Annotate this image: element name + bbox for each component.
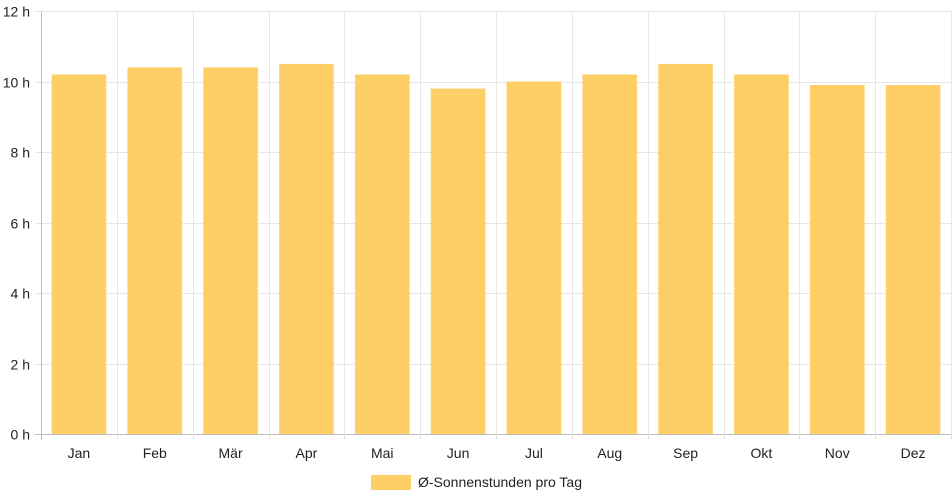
axes: 0 h 2 h 4 h 6 h 8 h 10 h 12 h Jan Feb Mär Apr Mai Ju… [3,4,926,462]
y-tick-label: 0 h [11,427,30,443]
x-tick-label: Dez [901,445,926,461]
bar-mär[interactable] [203,67,258,435]
bar-apr[interactable] [279,63,334,434]
bar-jul[interactable] [506,81,562,435]
y-tick-label: 4 h [11,286,30,302]
legend-swatch[interactable] [371,475,411,490]
bar-jan[interactable] [51,74,107,434]
bar-feb[interactable] [127,67,183,435]
bar-okt[interactable] [734,74,789,434]
x-tick-label: Aug [597,445,622,461]
x-tick-label: Feb [143,445,167,461]
y-tick-label: 8 h [11,145,30,161]
x-tick-label: Nov [825,445,850,461]
grid-lines [35,11,952,440]
y-tick-label: 2 h [11,357,30,373]
x-tick-label: Jan [68,445,91,461]
bar-nov[interactable] [809,85,865,435]
bar-jun[interactable] [430,88,486,435]
x-tick-label: Okt [751,445,773,461]
x-tick-label: Mai [371,445,394,461]
legend[interactable]: Ø-Sonnenstunden pro Tag [371,474,582,490]
x-tick-label: Jul [525,445,543,461]
bars [51,63,941,435]
y-tick-label: 12 h [3,4,30,20]
legend-label[interactable]: Ø-Sonnenstunden pro Tag [418,474,582,490]
bar-dez[interactable] [885,85,941,435]
bar-mai[interactable] [354,74,410,434]
x-tick-label: Apr [296,445,318,461]
bar-sep[interactable] [658,63,713,434]
x-tick-label: Sep [673,445,698,461]
y-tick-label: 6 h [11,216,30,232]
bar-aug[interactable] [582,74,638,434]
x-tick-label: Mär [219,445,243,461]
x-tick-label: Jun [447,445,470,461]
y-tick-label: 10 h [3,75,30,91]
